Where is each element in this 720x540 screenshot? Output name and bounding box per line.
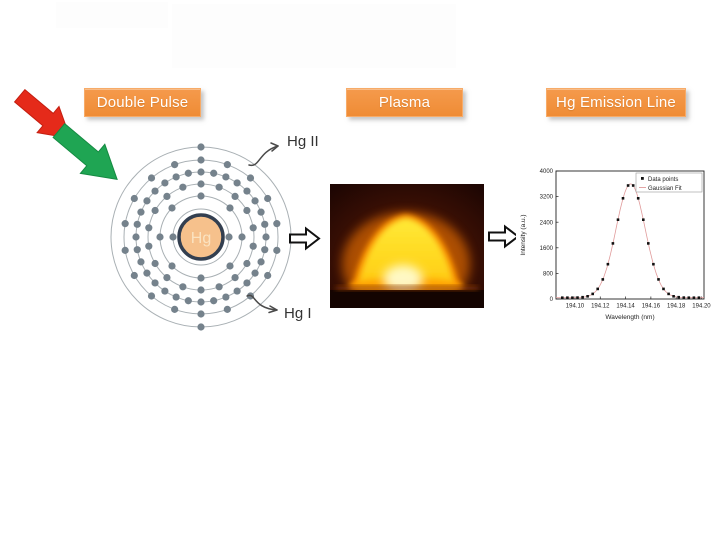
svg-text:194.10: 194.10 (566, 304, 585, 310)
svg-text:2400: 2400 (540, 220, 554, 226)
curved-arrow-top-icon (248, 142, 279, 167)
hg-ii-label: Hg II (287, 133, 319, 150)
svg-text:4000: 4000 (540, 169, 554, 175)
svg-text:1600: 1600 (540, 246, 554, 252)
svg-text:Intensity (a.u.): Intensity (a.u.) (520, 214, 527, 255)
plasma-banner: Plasma (346, 88, 463, 117)
hg-emission-line-banner: Hg Emission Line (546, 88, 686, 117)
svg-text:Gaussian Fit: Gaussian Fit (648, 186, 682, 192)
svg-text:194.14: 194.14 (616, 304, 635, 310)
svg-text:194.16: 194.16 (642, 304, 661, 310)
right-block-arrow-icon-1 (289, 226, 321, 251)
green-laser-arrow-icon (52, 122, 118, 181)
svg-text:194.12: 194.12 (591, 304, 610, 310)
plasma-photo (330, 184, 484, 316)
svg-text:194.20: 194.20 (692, 304, 711, 310)
emission-spectrum-chart: 0 800 1600 2400 3200 4000 194.10 194.12 194.14 19… (516, 155, 714, 335)
svg-text:800: 800 (543, 272, 554, 278)
right-block-arrow-icon-2 (488, 224, 520, 249)
svg-text:194.18: 194.18 (667, 304, 686, 310)
hg-nucleus-label: Hg (191, 230, 211, 247)
double-pulse-banner: Double Pulse (84, 88, 201, 117)
hg-atom-diagram: Hg (110, 143, 292, 331)
svg-text:0: 0 (550, 297, 554, 303)
hg-nucleus (177, 213, 225, 261)
svg-text:3200: 3200 (540, 195, 554, 201)
svg-text:Wavelength (nm): Wavelength (nm) (605, 314, 654, 321)
red-laser-arrow-icon (13, 88, 72, 139)
faint-background-box-2 (172, 4, 456, 68)
curved-arrow-bottom-icon (246, 294, 278, 314)
svg-text:Data points: Data points (648, 177, 678, 183)
faint-background-box-1 (56, 2, 168, 28)
plasma-plume-image (330, 184, 484, 316)
hg-i-label: Hg I (284, 305, 312, 322)
